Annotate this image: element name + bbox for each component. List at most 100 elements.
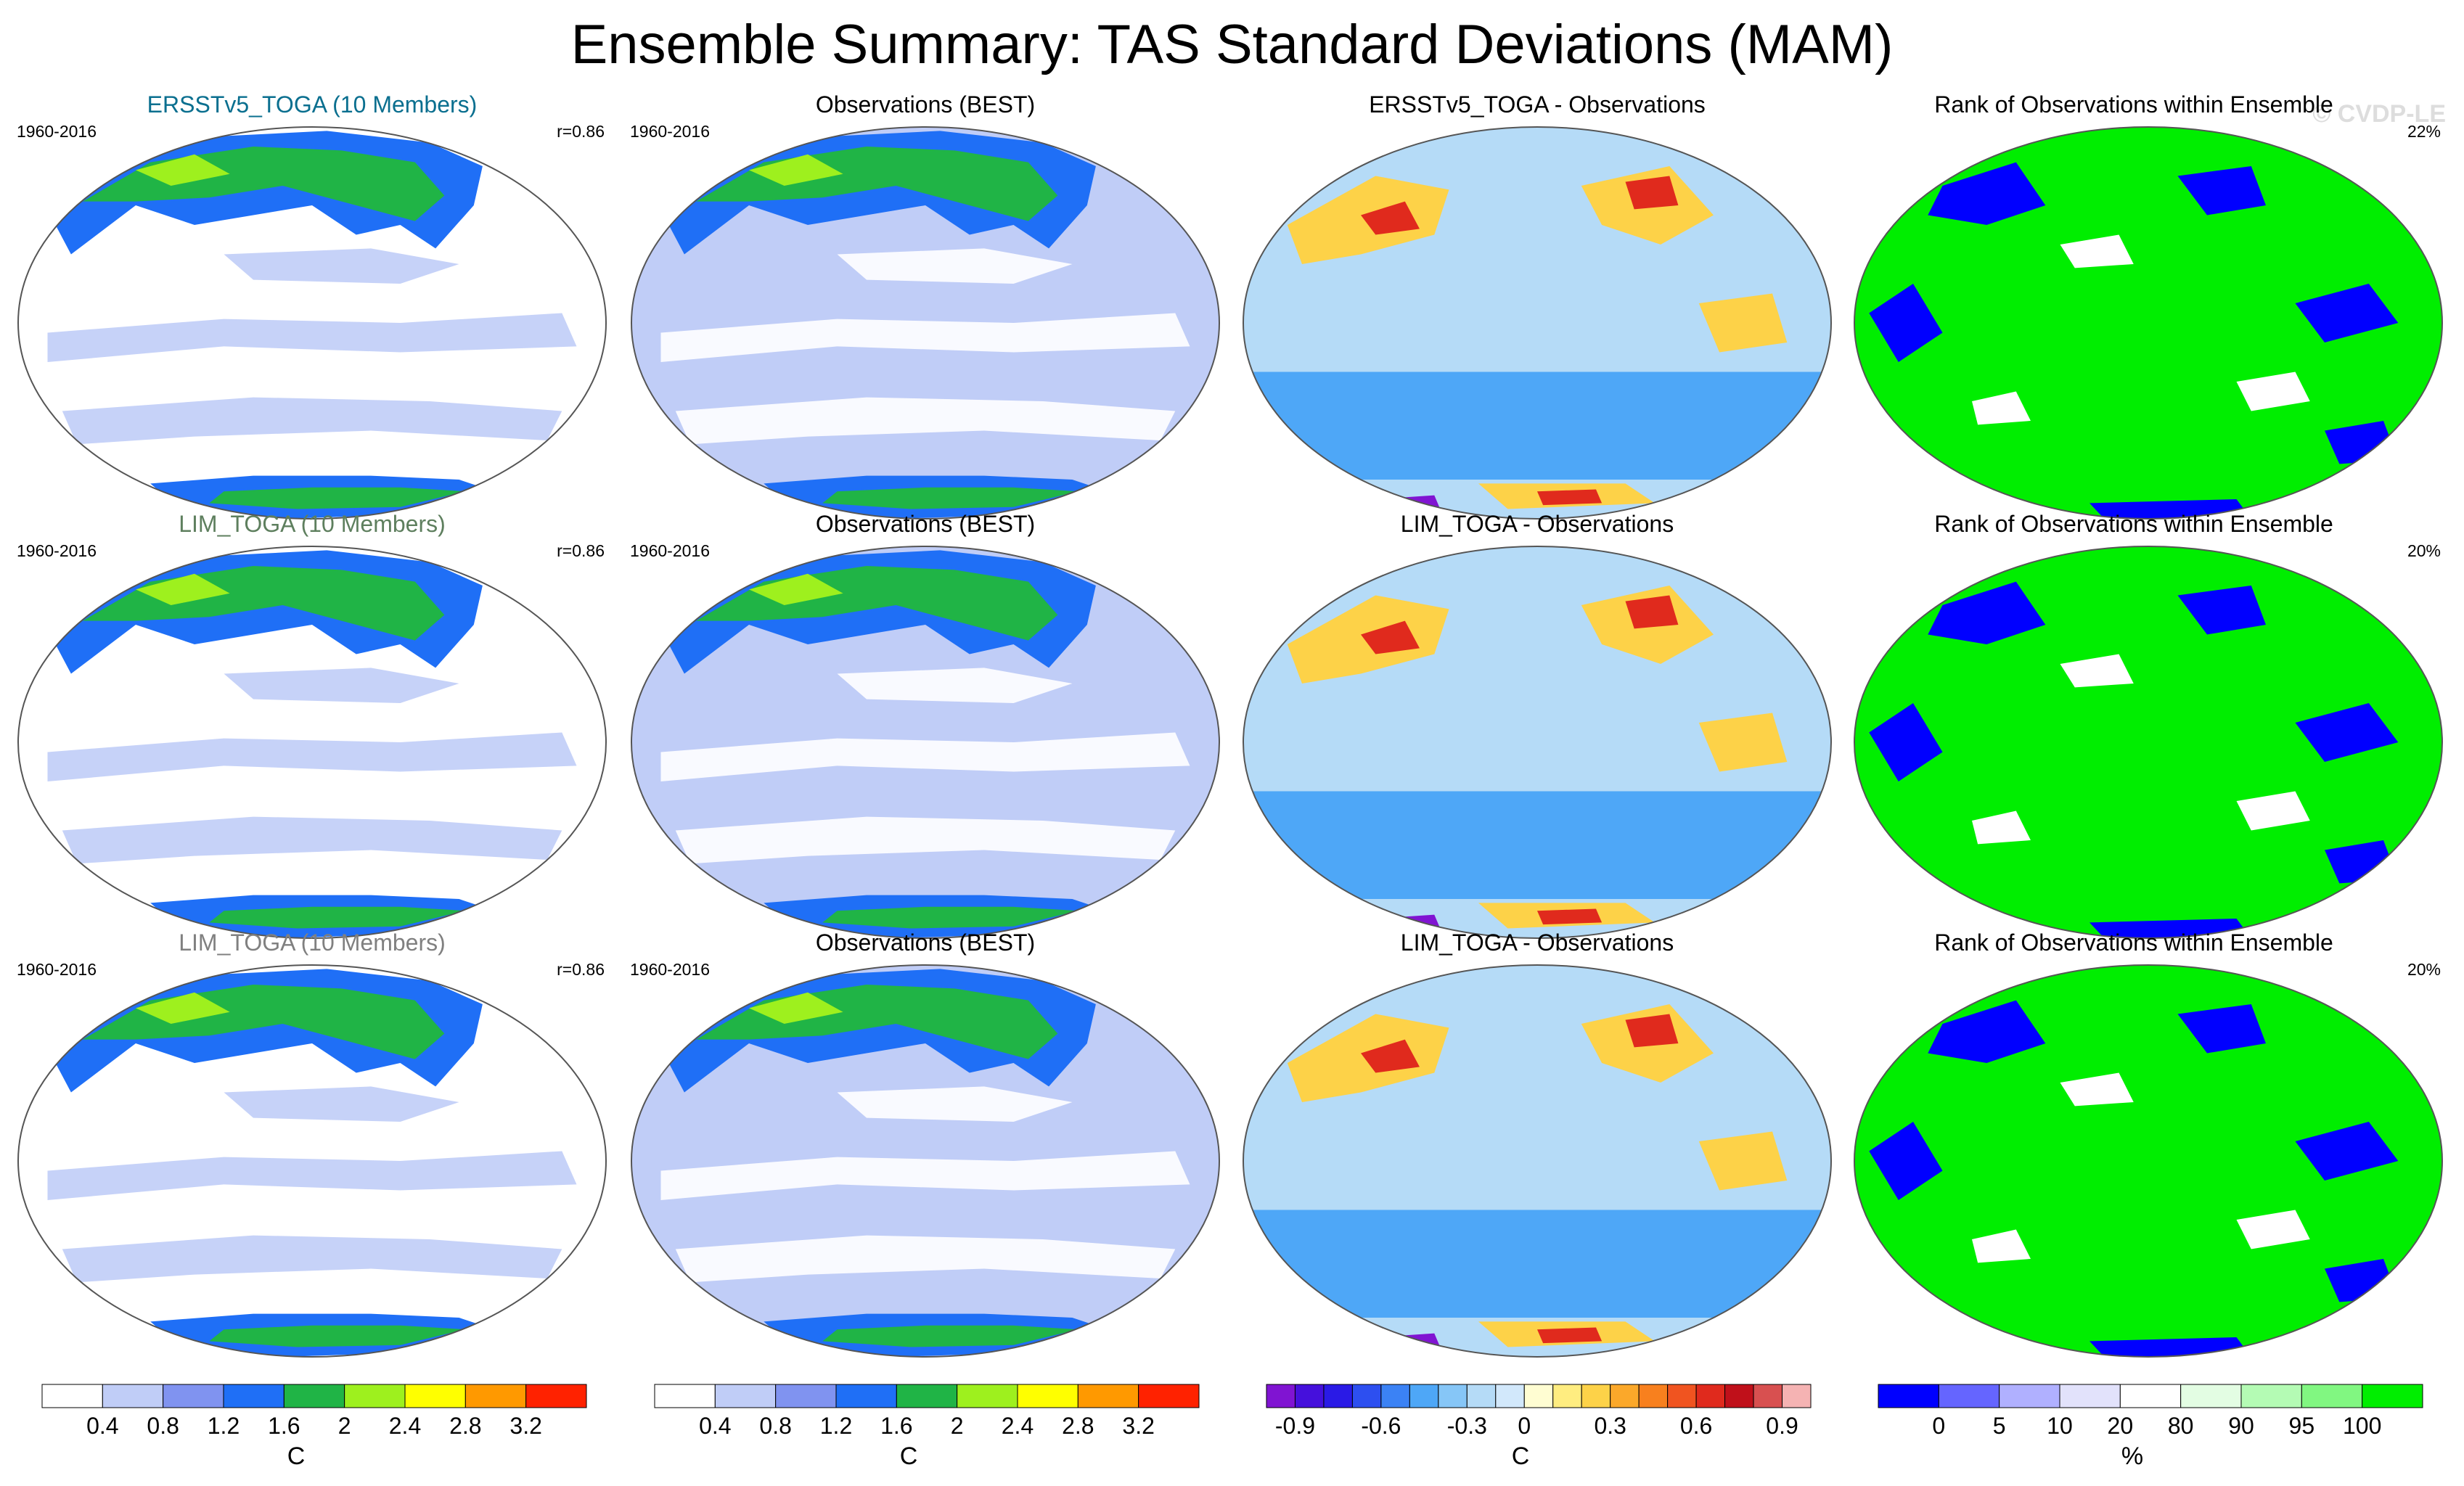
- map-panel-r3c1: LIM_TOGA (10 Members) 1960-2016 r=0.86: [17, 929, 607, 1358]
- colorbar-box: [1138, 1384, 1200, 1408]
- strong-anomaly: [1625, 595, 1679, 629]
- colorbar-box: [1323, 1384, 1353, 1408]
- corner-label: 22%: [2407, 122, 2441, 141]
- colorbar-box: [1610, 1384, 1640, 1408]
- mid-rank-region: [1972, 1229, 2031, 1263]
- map-panel-r2c4: Rank of Observations within Ensemble 20%: [1854, 511, 2443, 939]
- colorbar-tick-label: 0.3: [1594, 1413, 1626, 1439]
- colorbar-units: %: [2121, 1442, 2143, 1470]
- north-hot: [136, 992, 230, 1024]
- colorbar-tick-label: 1.2: [208, 1413, 240, 1439]
- north-hot: [749, 154, 843, 186]
- colorbar-box: [654, 1384, 716, 1408]
- pale-band: [47, 313, 577, 362]
- colorbar-box: [1938, 1384, 2000, 1408]
- colorbar-tick-label: 2.8: [1062, 1413, 1094, 1439]
- map-outline: [1243, 964, 1832, 1358]
- colorbar-tick-label: 2.4: [389, 1413, 421, 1439]
- pale-band: [660, 732, 1190, 781]
- colorbar-tick-label: 100: [2343, 1413, 2381, 1439]
- pale-band: [224, 248, 459, 284]
- colorbar-tick-label: 0.9: [1766, 1413, 1798, 1439]
- colorbar-tick-label: 0: [1518, 1413, 1531, 1439]
- colorbar-box: [525, 1384, 587, 1408]
- warm-anomaly: [1698, 293, 1788, 353]
- low-rank-region: [2295, 703, 2399, 762]
- low-rank-region: [2177, 586, 2266, 635]
- colorbar-tick-label: 80: [2168, 1413, 2194, 1439]
- mid-rank-region: [1972, 810, 2031, 845]
- strong-anomaly: [1625, 1014, 1679, 1048]
- map-outline: [1854, 126, 2443, 520]
- mid-rank-region: [2236, 1210, 2310, 1249]
- corner-label: 20%: [2407, 960, 2441, 979]
- north-hot: [749, 992, 843, 1024]
- colorbar-box: [1523, 1384, 1554, 1408]
- strong-anomaly: [1537, 489, 1603, 506]
- colorbar-1: 0.4 0.8 1.2 1.6 2 2.4 2.8 3.2 C: [41, 1384, 587, 1470]
- map-field: [18, 965, 606, 1357]
- panel-title: LIM_TOGA (10 Members): [179, 929, 446, 956]
- map-field: [1243, 127, 1831, 519]
- colorbar-units: C: [900, 1442, 918, 1470]
- period-label: 1960-2016: [17, 960, 97, 979]
- colorbar-box: [1667, 1384, 1697, 1408]
- colorbar-box: [714, 1384, 777, 1408]
- colorbar-box: [1351, 1384, 1382, 1408]
- map-panel-r3c4: Rank of Observations within Ensemble 20%: [1854, 929, 2443, 1358]
- panel-title: Rank of Observations within Ensemble: [1934, 511, 2333, 537]
- colorbar-box: [1782, 1384, 1812, 1408]
- panel-title: Rank of Observations within Ensemble: [1934, 929, 2333, 956]
- colorbar-tick-label: 2: [951, 1413, 964, 1439]
- north-hot: [136, 573, 230, 605]
- low-rank-region: [2295, 1122, 2399, 1181]
- colorbar-box: [2180, 1384, 2242, 1408]
- map-outline: [631, 964, 1220, 1358]
- south-core: [822, 906, 1078, 929]
- map-field: [1854, 546, 2442, 938]
- period-label: 1960-2016: [630, 541, 710, 560]
- low-rank-region: [1928, 162, 2046, 225]
- strong-anomaly: [1625, 176, 1679, 210]
- colorbar-box: [163, 1384, 224, 1408]
- colorbar-box: [2362, 1384, 2423, 1408]
- colorbar-box: [464, 1384, 527, 1408]
- pale-band: [675, 1235, 1176, 1283]
- colorbar-box: [1266, 1384, 1296, 1408]
- pale-band: [660, 1151, 1190, 1200]
- colorbar-box: [2301, 1384, 2363, 1408]
- pale-band: [660, 313, 1190, 362]
- colorbar-tick-label: -0.3: [1447, 1413, 1487, 1439]
- colorbar-box: [1438, 1384, 1468, 1408]
- colorbar-box: [283, 1384, 345, 1408]
- colorbar-tick-label: 10: [2047, 1413, 2073, 1439]
- colorbar-box: [775, 1384, 837, 1408]
- pale-band: [62, 397, 562, 445]
- map-field: [1854, 965, 2442, 1357]
- colorbar-box: [1077, 1384, 1139, 1408]
- panel-title: ERSSTv5_TOGA - Observations: [1369, 91, 1706, 118]
- map-panel-r2c2: Observations (BEST) 1960-2016: [630, 511, 1220, 939]
- colorbar-tick-label: 20: [2108, 1413, 2134, 1439]
- pale-band: [47, 732, 577, 781]
- strong-anomaly: [1361, 1039, 1420, 1073]
- colorbar-box: [2059, 1384, 2121, 1408]
- colorbar-tick-label: 90: [2228, 1413, 2254, 1439]
- colorbar-4: 0 5 10 20 80 90 95 100%: [1878, 1384, 2423, 1470]
- colorbar-tick-label: -0.9: [1275, 1413, 1315, 1439]
- panel-title: Rank of Observations within Ensemble: [1934, 91, 2333, 118]
- map-field: [1854, 127, 2442, 519]
- colorbar-box: [1552, 1384, 1582, 1408]
- mid-rank-region: [2060, 1072, 2134, 1107]
- strong-anomaly: [1361, 620, 1420, 654]
- map-field: [18, 127, 606, 519]
- colorbar-box: [1581, 1384, 1611, 1408]
- panel-title: Observations (BEST): [816, 91, 1035, 118]
- colorbar-box: [2240, 1384, 2302, 1408]
- map-field: [1243, 965, 1831, 1357]
- colorbar-tick-label: 1.2: [820, 1413, 852, 1439]
- pale-band: [837, 1086, 1073, 1122]
- colorbar-tick-label: 0: [1932, 1413, 1945, 1439]
- period-label: 1960-2016: [17, 541, 97, 560]
- corner-label: r=0.86: [557, 960, 605, 979]
